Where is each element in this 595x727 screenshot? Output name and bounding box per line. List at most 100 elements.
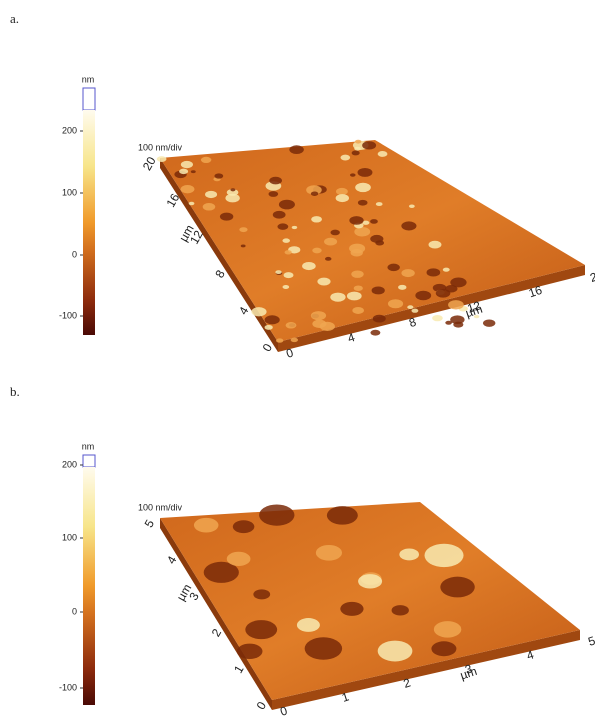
colorbar-unit: nm	[82, 74, 95, 84]
grain	[312, 247, 322, 254]
z-scale: 100 nm/div	[138, 502, 183, 512]
x-tick-label: 0	[284, 345, 295, 360]
grain	[391, 605, 409, 616]
grain	[259, 504, 295, 526]
y-tick-label: 20	[140, 154, 159, 173]
grain	[398, 284, 407, 290]
grain	[387, 299, 404, 309]
grain	[253, 589, 271, 600]
colorbar	[83, 467, 95, 705]
grain	[226, 551, 251, 566]
grain	[352, 307, 364, 314]
grain	[433, 621, 462, 638]
grain	[283, 272, 294, 279]
grain	[239, 227, 248, 233]
grain	[214, 173, 224, 179]
y-tick-label: 16	[163, 191, 182, 210]
panel-label: a.	[10, 11, 19, 26]
grain	[370, 329, 381, 336]
x-tick-label: 5	[586, 633, 595, 648]
grain	[268, 191, 279, 197]
grain	[275, 270, 282, 275]
grain	[408, 204, 415, 209]
grain	[236, 643, 263, 659]
grain	[353, 285, 363, 291]
grain	[349, 216, 364, 225]
colorbar-tick-label: -100	[59, 682, 77, 692]
grain	[311, 216, 322, 223]
colorbar-tick-label: 200	[62, 125, 77, 135]
colorbar-tick-label: -100	[59, 310, 77, 320]
grain	[401, 221, 417, 231]
grain	[245, 620, 278, 640]
grain	[357, 199, 368, 206]
grain	[290, 337, 299, 343]
grain	[424, 543, 464, 568]
colorbar-tick-label: 0	[72, 606, 77, 616]
grain	[317, 277, 331, 286]
grain	[278, 199, 295, 210]
grain	[315, 544, 343, 561]
colorbar-unit: nm	[82, 441, 95, 451]
grain	[407, 305, 414, 310]
grain	[399, 548, 420, 561]
grain	[319, 321, 335, 331]
grain	[200, 156, 212, 164]
y-axis-unit: µm	[174, 582, 195, 604]
grain	[350, 249, 363, 257]
grain	[276, 338, 284, 343]
surface-side	[160, 518, 272, 710]
grain	[377, 640, 413, 662]
grain	[431, 641, 457, 657]
grain	[453, 321, 464, 328]
surface-side	[160, 158, 278, 352]
grain	[354, 139, 362, 144]
grain	[346, 291, 362, 301]
grain	[291, 225, 298, 230]
grain	[188, 201, 195, 206]
grain	[296, 618, 320, 632]
x-tick-label: 2	[402, 675, 413, 690]
surface	[160, 502, 580, 700]
grain	[354, 146, 361, 151]
x-tick-label: 8	[407, 315, 418, 330]
grain	[351, 270, 364, 278]
grain	[445, 320, 452, 325]
grain	[180, 160, 193, 169]
grain	[442, 267, 450, 272]
grain	[401, 269, 415, 278]
grain	[264, 315, 280, 325]
grain	[179, 168, 189, 175]
grain	[355, 182, 371, 193]
grain	[371, 286, 385, 295]
grain	[325, 256, 332, 261]
grain	[219, 212, 234, 221]
grain	[180, 185, 195, 194]
grain	[330, 229, 340, 236]
surface-side	[272, 630, 580, 710]
x-axis-unit: µm	[458, 664, 478, 683]
grain	[205, 190, 218, 199]
grain	[354, 227, 371, 237]
surface-side	[278, 265, 585, 352]
grain	[232, 520, 255, 534]
grain	[358, 574, 383, 589]
grain	[304, 637, 343, 660]
grain	[310, 311, 327, 321]
colorbar	[83, 110, 95, 335]
colorbar-tick-label: 0	[72, 249, 77, 259]
x-tick-label: 16	[527, 283, 544, 301]
grain	[415, 290, 432, 301]
colorbar-tick-label: 100	[62, 187, 77, 197]
grain	[340, 601, 364, 616]
grain	[335, 187, 348, 196]
grain	[324, 237, 338, 246]
grain	[289, 145, 304, 155]
x-tick-label: 4	[525, 647, 536, 662]
grain	[272, 210, 286, 219]
grain	[310, 191, 319, 196]
grain	[335, 194, 349, 203]
grain	[362, 141, 377, 150]
x-tick-label: 4	[346, 330, 357, 345]
